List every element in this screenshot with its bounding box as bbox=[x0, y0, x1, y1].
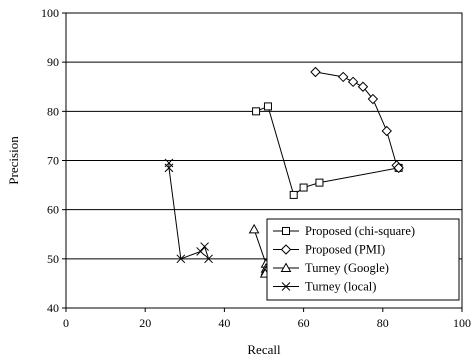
data-point-x bbox=[196, 247, 205, 256]
series-square bbox=[252, 102, 403, 199]
y-tick-label: 50 bbox=[47, 252, 59, 266]
y-tick-label: 80 bbox=[47, 104, 59, 118]
data-point-triangle bbox=[248, 223, 260, 234]
series-line bbox=[255, 105, 399, 196]
legend-marker-diamond bbox=[280, 244, 292, 255]
series-diamond bbox=[310, 66, 404, 174]
legend-label: Turney (Google) bbox=[305, 261, 389, 275]
x-tick-label: 100 bbox=[453, 316, 471, 330]
y-tick-label: 70 bbox=[47, 154, 59, 168]
legend-marker-triangle bbox=[280, 262, 292, 272]
data-point-diamond bbox=[381, 125, 392, 137]
data-point-square bbox=[289, 190, 298, 199]
legend-item: Turney (Google) bbox=[273, 261, 389, 275]
y-tick-label: 100 bbox=[41, 6, 59, 20]
x-tick-label: 40 bbox=[218, 316, 230, 330]
data-point-diamond bbox=[367, 93, 379, 105]
y-tick-label: 90 bbox=[47, 55, 59, 69]
axis-ticks: 40 50 60 70 80 90 100 0 20 40 60 80 100 bbox=[41, 6, 471, 330]
data-point-square bbox=[252, 107, 261, 116]
y-tick-label: 40 bbox=[47, 301, 59, 315]
data-point-square bbox=[263, 102, 272, 111]
series-line bbox=[168, 162, 210, 260]
legend-label: Proposed (PMI) bbox=[305, 243, 385, 257]
data-point-square bbox=[315, 178, 324, 187]
x-tick-label: 0 bbox=[63, 316, 69, 330]
legend-item: Turney (local) bbox=[273, 280, 376, 294]
y-tick-label: 60 bbox=[47, 203, 59, 217]
legend-item: Proposed (chi-square) bbox=[273, 224, 415, 238]
data-point-diamond bbox=[310, 66, 321, 78]
x-axis-title: Recall bbox=[247, 342, 281, 357]
series-x bbox=[164, 158, 213, 264]
legend-label: Proposed (chi-square) bbox=[305, 224, 415, 238]
series-line bbox=[315, 71, 400, 169]
data-point-x bbox=[200, 242, 209, 251]
data-point-diamond bbox=[393, 162, 404, 174]
data-point-x bbox=[204, 254, 213, 264]
legend-label: Turney (local) bbox=[305, 280, 376, 294]
y-axis-title: Precision bbox=[6, 136, 21, 185]
legend-marker-square bbox=[282, 227, 290, 235]
data-point-diamond bbox=[347, 76, 359, 88]
data-point-x bbox=[164, 163, 174, 173]
legend-item: Proposed (PMI) bbox=[273, 243, 385, 257]
legend: Proposed (chi-square) Proposed (PMI) Turne… bbox=[266, 218, 460, 301]
x-tick-label: 80 bbox=[377, 316, 389, 330]
x-tick-label: 20 bbox=[139, 316, 151, 330]
data-point-diamond bbox=[357, 81, 369, 92]
data-point-square bbox=[299, 183, 308, 192]
data-point-x bbox=[176, 254, 186, 264]
legend-marker-x bbox=[281, 282, 291, 291]
data-point-diamond bbox=[337, 71, 349, 83]
x-tick-label: 60 bbox=[298, 316, 310, 330]
